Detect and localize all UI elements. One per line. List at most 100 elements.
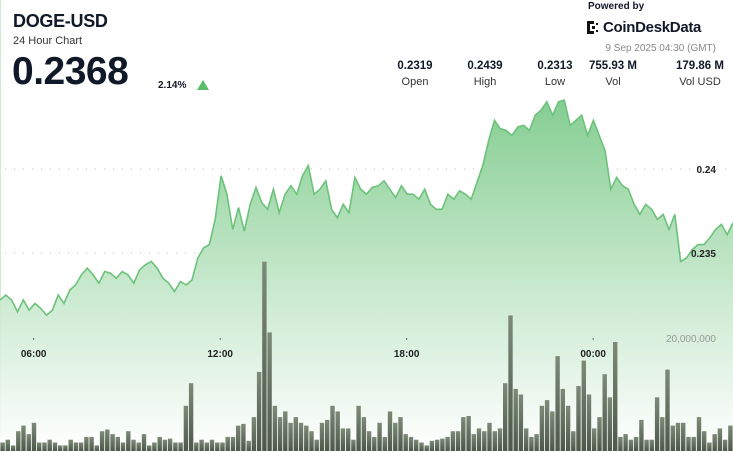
left-border <box>0 0 1 451</box>
volume-bar <box>283 411 288 451</box>
volume-bar <box>37 442 42 451</box>
volume-bar <box>665 369 670 451</box>
volume-bar <box>346 428 351 451</box>
volume-bar <box>607 397 613 451</box>
volume-bar <box>450 431 456 451</box>
volume-bar <box>445 436 450 451</box>
volume-bar <box>52 442 58 451</box>
volume-bar <box>5 439 10 451</box>
stat-value: 0.2319 <box>397 60 433 72</box>
volume-bar <box>534 434 539 451</box>
volume-bar <box>351 439 356 451</box>
volume-bar <box>419 442 424 451</box>
volume-bar <box>16 431 21 451</box>
volume-bar <box>173 442 178 451</box>
volume-bar <box>340 428 346 451</box>
volume-bar <box>256 371 262 451</box>
stat-label: Low <box>544 76 566 88</box>
stat-label: Vol <box>605 76 621 88</box>
volume-bar <box>199 439 204 451</box>
volume-axis-label: 20,000,000 <box>666 334 716 345</box>
volume-bar <box>47 439 52 451</box>
volume-bar <box>529 436 534 451</box>
volume-bar <box>649 439 654 451</box>
stat-vol: 755.93 M Vol <box>578 60 648 88</box>
volume-bar <box>424 445 429 451</box>
volume-bar <box>414 439 419 451</box>
volume-bar <box>10 445 16 451</box>
volume-bar <box>94 445 99 451</box>
volume-bar <box>131 439 136 451</box>
volume-bar <box>707 442 712 451</box>
volume-bar <box>325 419 330 451</box>
volume-bar <box>435 439 440 451</box>
price-line <box>0 99 733 317</box>
up-arrow-icon <box>197 80 209 90</box>
volume-bar <box>377 422 382 451</box>
volume-bar <box>84 436 89 451</box>
volume-bar <box>717 428 723 451</box>
volume-bar <box>560 388 565 451</box>
volume-bar <box>461 417 466 451</box>
volume-bar <box>21 425 26 451</box>
stat-value: 179.86 M <box>676 60 724 72</box>
price-axis-label: 0.235 <box>691 249 716 260</box>
volume-bar <box>157 436 162 451</box>
timestamp: 9 Sep 2025 04:30 (GMT) <box>605 43 716 54</box>
volume-bar <box>288 422 293 451</box>
volume-bar <box>126 431 131 451</box>
volume-bar <box>670 425 675 451</box>
volume-bar <box>105 429 110 451</box>
volume-bar <box>654 397 660 451</box>
volume-bar <box>361 417 367 451</box>
volume-bar <box>267 332 272 451</box>
volume-bar <box>136 442 141 451</box>
volume-bar <box>482 431 487 451</box>
volume-bar <box>476 428 482 451</box>
volume-bar <box>466 416 471 451</box>
volume-bar <box>63 445 68 451</box>
volume-bar <box>110 434 115 451</box>
volume-bar <box>251 417 257 451</box>
volume-bar <box>518 394 524 451</box>
volume-bar <box>513 388 518 451</box>
volume-bar <box>241 423 246 451</box>
volume-bar <box>492 431 497 451</box>
volume-bar <box>0 442 5 451</box>
volume-bar <box>115 436 120 451</box>
price-area <box>0 100 733 451</box>
volume-bar <box>366 431 372 451</box>
volume-bar <box>503 383 508 451</box>
brand-name: CoinDeskData <box>603 19 702 36</box>
volume-bar <box>633 436 639 451</box>
volume-bar <box>639 419 644 451</box>
volume-bar <box>178 442 183 451</box>
symbol-title: DOGE-USD <box>13 11 108 31</box>
volume-bar <box>330 405 335 451</box>
volume-bar <box>147 445 152 451</box>
volume-bar <box>508 315 513 451</box>
coindesk-logo-icon <box>587 21 598 34</box>
volume-bar <box>586 394 592 451</box>
volume-bar <box>722 439 728 451</box>
volume-bar <box>246 440 251 451</box>
stat-label: Vol USD <box>679 76 721 88</box>
volume-bar <box>230 436 236 451</box>
volume-bar <box>550 411 555 451</box>
volume-bar <box>220 442 225 451</box>
volume-bar <box>644 439 649 451</box>
volume-bar <box>555 356 560 451</box>
volume-bar <box>204 442 209 451</box>
volume-bar <box>272 405 278 451</box>
volume-bar <box>408 436 414 451</box>
volume-bar <box>335 411 340 451</box>
volume-bar <box>42 442 47 451</box>
volume-bar <box>696 417 702 451</box>
volume-bar <box>99 431 105 451</box>
volume-bar <box>236 425 241 451</box>
stat-label: Open <box>401 76 429 88</box>
volume-bar <box>225 436 230 451</box>
coindesk-logo: CoinDeskData <box>587 19 701 36</box>
volume-bar <box>356 405 361 451</box>
volume-bar <box>26 434 31 451</box>
